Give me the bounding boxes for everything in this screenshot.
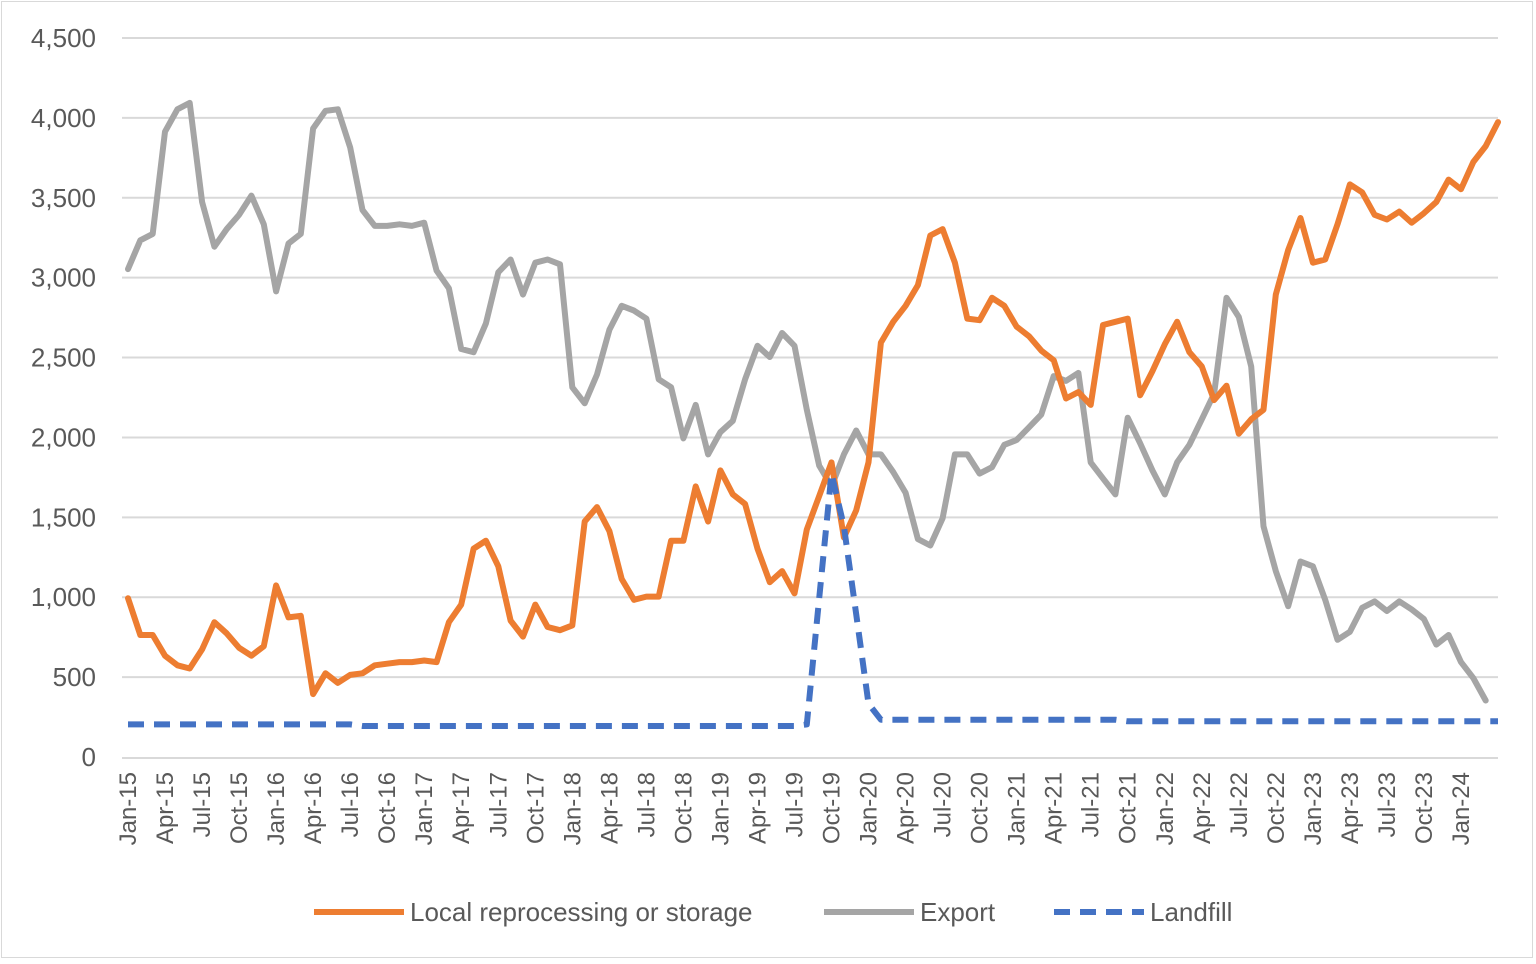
y-tick-label: 1,000	[31, 582, 96, 612]
series-lines	[125, 99, 1501, 729]
x-tick-label: Jan-23	[1300, 772, 1327, 845]
x-tick-label: Apr-23	[1337, 772, 1364, 844]
x-tick-label: Jul-21	[1078, 772, 1105, 837]
x-tick-label: Jan-21	[1004, 772, 1031, 845]
x-tick-label: Jan-15	[115, 772, 142, 845]
y-tick-label: 1,500	[31, 502, 96, 532]
y-axis-tick-labels: 0 500 1,000 1,500 2,000 2,500 3,000 3,500 4,000 4…	[31, 23, 96, 772]
x-tick-label: Apr-19	[744, 772, 771, 844]
x-tick-label: Jan-19	[707, 772, 734, 845]
x-tick-label: Apr-17	[448, 772, 475, 844]
legend-label: Export	[920, 897, 996, 927]
x-tick-label: Jan-16	[263, 772, 290, 845]
x-tick-label: Oct-18	[670, 772, 697, 844]
legend: Local reprocessing or storage Export Landf…	[314, 897, 1232, 927]
x-tick-label: Jan-20	[856, 772, 883, 845]
series-line-local-reprocessing-or-storage	[125, 119, 1501, 698]
x-tick-label: Jul-23	[1374, 772, 1401, 837]
x-tick-label: Jul-22	[1226, 772, 1253, 837]
y-tick-label: 3,000	[31, 263, 96, 293]
x-axis-tick-labels: Jan-15 Apr-15 Jul-15 Oct-15 Jan-16 Apr-16 Jul-…	[115, 772, 1475, 845]
x-tick-label: Oct-19	[819, 772, 846, 844]
x-tick-label: Oct-20	[967, 772, 994, 844]
x-tick-label: Oct-21	[1115, 772, 1142, 844]
x-tick-label: Jul-19	[781, 772, 808, 837]
x-tick-label: Jul-18	[633, 772, 660, 837]
x-tick-label: Apr-16	[300, 772, 327, 844]
x-tick-label: Jan-22	[1152, 772, 1179, 845]
legend-label: Local reprocessing or storage	[410, 897, 753, 927]
y-tick-label: 4,500	[31, 23, 96, 53]
x-tick-label: Apr-21	[1041, 772, 1068, 844]
y-tick-label: 3,500	[31, 183, 96, 213]
x-tick-label: Jul-17	[485, 772, 512, 837]
x-tick-label: Oct-23	[1411, 772, 1438, 844]
y-tick-label: 500	[53, 662, 96, 692]
x-tick-label: Apr-15	[152, 772, 179, 844]
y-tick-label: 2,000	[31, 422, 96, 452]
x-tick-label: Apr-22	[1189, 772, 1216, 844]
y-tick-label: 0	[82, 742, 96, 772]
x-tick-label: Jul-15	[189, 772, 216, 837]
series-line-export	[125, 99, 1489, 704]
x-tick-label: Jul-16	[337, 772, 364, 837]
y-tick-label: 4,000	[31, 103, 96, 133]
series-line-landfill	[128, 470, 1498, 729]
x-tick-label: Jan-18	[559, 772, 586, 845]
x-tick-label: Jan-24	[1448, 772, 1475, 845]
legend-label: Landfill	[1150, 897, 1232, 927]
x-tick-label: Oct-22	[1263, 772, 1290, 844]
gridlines	[122, 37, 1498, 679]
x-tick-label: Jul-20	[930, 772, 957, 837]
y-tick-label: 2,500	[31, 343, 96, 373]
x-tick-label: Oct-15	[226, 772, 253, 844]
x-tick-label: Jan-17	[411, 772, 438, 845]
x-tick-label: Apr-18	[596, 772, 623, 844]
x-tick-label: Apr-20	[893, 772, 920, 844]
x-tick-label: Oct-17	[522, 772, 549, 844]
x-tick-label: Oct-16	[374, 772, 401, 844]
